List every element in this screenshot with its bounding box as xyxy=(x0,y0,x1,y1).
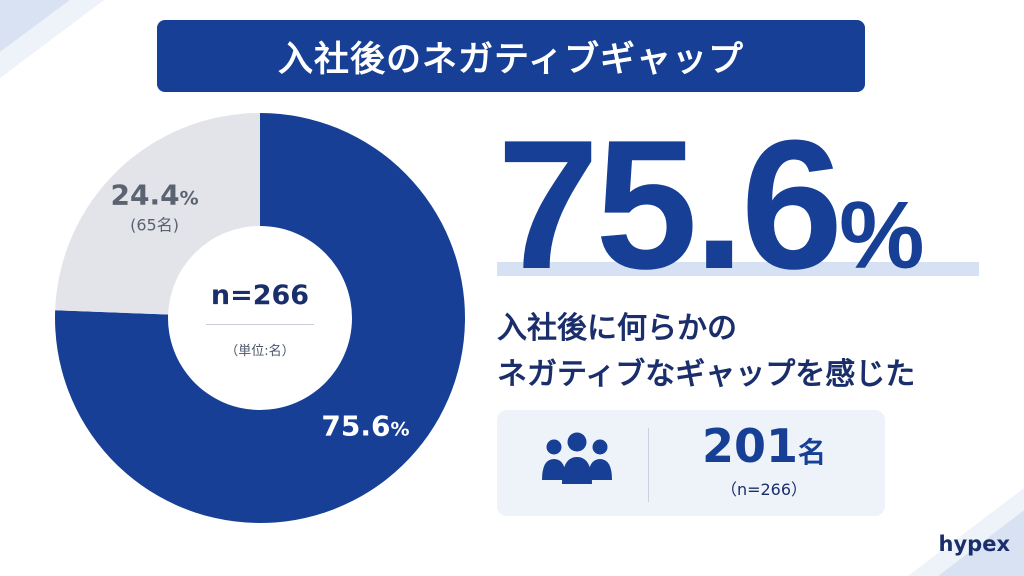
brand-logo: hypex xyxy=(938,532,1010,556)
highlight-percentage: 75.6% xyxy=(497,112,925,296)
donut-center-unit-label: （単位:名） xyxy=(225,344,295,359)
slice-percent-unit-2: % xyxy=(180,188,199,210)
donut-chart: 75.6%24.4%(65名) xyxy=(55,113,466,523)
description-line-2: ネガティブなギャップを感じた xyxy=(497,357,916,392)
donut-center-divider xyxy=(206,324,314,325)
slice-count-label-2: (65名) xyxy=(130,216,179,235)
respondent-sample-size: （n=266） xyxy=(720,480,808,499)
title-banner: 入社後のネガティブギャップ xyxy=(157,20,865,92)
highlight-underline xyxy=(497,262,979,276)
respondent-count-value: 201 xyxy=(701,419,798,473)
description-line-1: 入社後に何らかの xyxy=(497,311,737,346)
count-card-divider xyxy=(648,428,649,502)
highlight-value: 75.6 xyxy=(497,101,843,307)
highlight-description: 入社後に何らかの ネガティブなギャップを感じた xyxy=(497,306,997,398)
highlight-unit: % xyxy=(839,182,925,289)
donut-slice-2 xyxy=(55,113,261,315)
donut-slice-labels: 75.6%24.4%(65名) xyxy=(110,179,409,443)
donut-center-n-label: n=266 xyxy=(210,280,310,311)
slice-percent-unit-1: % xyxy=(390,418,409,440)
donut-slice-1 xyxy=(55,113,466,523)
respondent-count-unit: 名 xyxy=(798,436,827,469)
respondent-count: 201名 xyxy=(664,418,864,481)
donut-slices xyxy=(55,113,466,523)
people-group-icon xyxy=(542,432,612,484)
chart-title: 入社後のネガティブギャップ xyxy=(278,39,744,80)
